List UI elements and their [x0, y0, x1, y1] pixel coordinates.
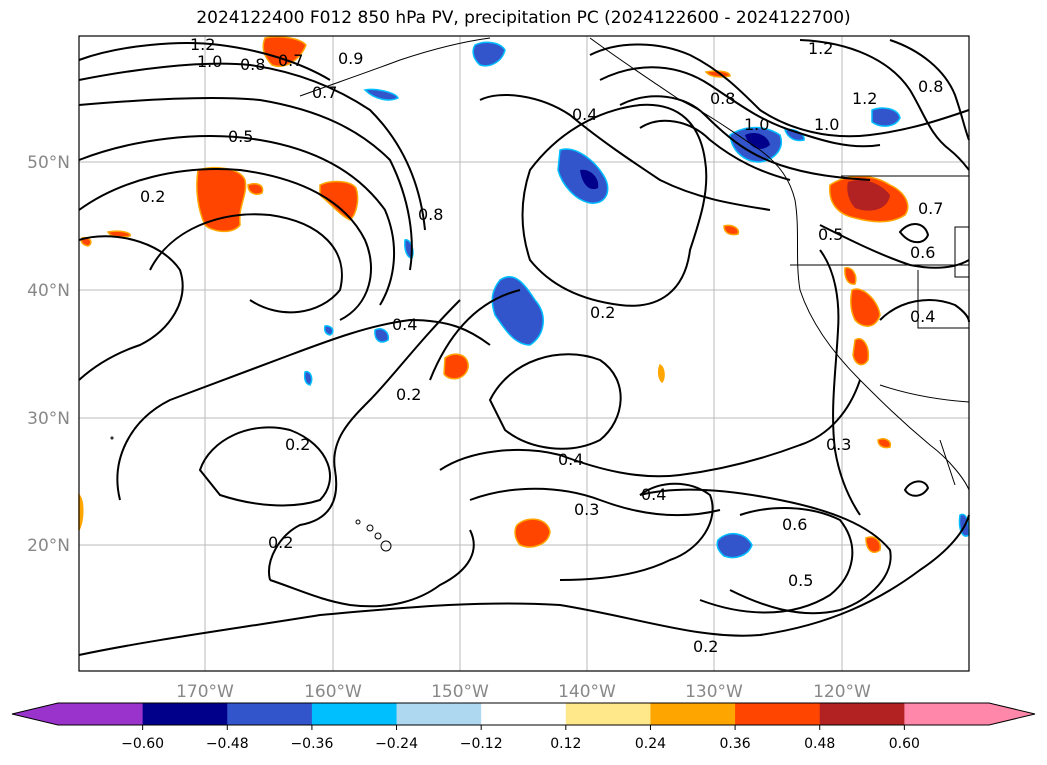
gridlines: [79, 36, 969, 671]
lon-tick-label: 170°W: [176, 682, 234, 702]
colorbar-segment: [565, 703, 651, 725]
colorbar-tick-label: 0.48: [804, 736, 835, 752]
lon-tick-label: 120°W: [813, 682, 871, 702]
colorbar-tick-label: −0.12: [460, 736, 503, 752]
colorbar-tick-label: 0.36: [720, 736, 751, 752]
colorbar-tick-label: −0.36: [290, 736, 333, 752]
contour-label: 0.8: [240, 55, 265, 74]
contour-label: 0.7: [278, 51, 303, 70]
contour-label: 0.8: [418, 205, 443, 224]
contour-label: 0.4: [572, 105, 597, 124]
contour-label: 0.2: [140, 187, 165, 206]
contour-label: 0.5: [228, 127, 253, 146]
contour-label: 0.2: [396, 385, 421, 404]
contour-label: 1.2: [852, 89, 877, 108]
lat-tick-label: 20°N: [27, 536, 70, 556]
colorbar-tick-label: −0.24: [375, 736, 418, 752]
colorbar-extend-right: [989, 703, 1035, 725]
contour-label: 0.9: [338, 49, 363, 68]
colorbar-tick-label: 0.60: [889, 736, 920, 752]
contour-label: 0.2: [268, 533, 293, 552]
contour-label: 0.7: [312, 83, 337, 102]
colorbar-segment: [819, 703, 905, 725]
colorbar-segment: [650, 703, 736, 725]
colorbar-tick-label: 0.24: [635, 736, 666, 752]
colorbar-segment: [481, 703, 567, 725]
contour-label: 0.2: [590, 303, 615, 322]
lat-tick-label: 30°N: [27, 409, 70, 429]
contour-label: 0.3: [574, 500, 599, 519]
colorbar-segment: [735, 703, 821, 725]
map-area: 1.2 1.0 0.8 0.7 0.9 0.7 0.5 0.2 0.8 0.4 …: [78, 35, 970, 672]
contour-label: 1.0: [197, 52, 222, 71]
colorbar-tick-label: 0.12: [550, 736, 581, 752]
contour-label: 1.2: [190, 35, 215, 54]
lon-tick-label: 130°W: [685, 682, 743, 702]
contour-label: 0.5: [788, 571, 813, 590]
contour-label: 0.8: [918, 77, 943, 96]
map-frame: [78, 35, 970, 672]
lon-tick-label: 160°W: [304, 682, 362, 702]
lat-tick-label: 40°N: [27, 281, 70, 301]
colorbar-extend-left: [12, 703, 58, 725]
colorbar-segment: [311, 703, 398, 725]
lon-tick-label: 150°W: [431, 682, 489, 702]
colorbar-segment: [904, 703, 990, 725]
contour-label: 1.0: [814, 115, 839, 134]
precip-negative-areas: [303, 41, 970, 559]
contour-label: 0.4: [910, 307, 935, 326]
contour-label: 0.4: [392, 315, 417, 334]
contour-label: 0.2: [693, 637, 718, 656]
contour-label: 0.4: [641, 485, 666, 504]
contour-label: 0.8: [710, 89, 735, 108]
colorbar-segment: [227, 703, 313, 725]
contour-label: 1.0: [744, 115, 769, 134]
contour-label: 0.2: [285, 435, 310, 454]
latitude-labels: 50°N 40°N 30°N 20°N: [27, 153, 70, 556]
contour-label: 0.6: [782, 515, 807, 534]
contour-label: 0.6: [910, 243, 935, 262]
precip-positive-areas: [78, 36, 909, 553]
longitude-labels: 170°W 160°W 150°W 140°W 130°W 120°W: [176, 682, 871, 702]
colorbar-segment: [142, 703, 228, 725]
contour-label: 0.4: [558, 450, 583, 469]
contour-label: 0.7: [918, 199, 943, 218]
contour-label: 0.3: [826, 435, 851, 454]
pv-contours: [78, 39, 970, 656]
lon-tick-label: 140°W: [558, 682, 616, 702]
map-title: 2024122400 F012 850 hPa PV, precipitatio…: [196, 8, 851, 28]
colorbar-tick-label: −0.48: [206, 736, 249, 752]
colorbar-tick-label: −0.60: [121, 736, 164, 752]
colorbar-segment: [58, 703, 144, 725]
contour-labels: 1.2 1.0 0.8 0.7 0.9 0.7 0.5 0.2 0.8 0.4 …: [140, 35, 943, 656]
lat-tick-label: 50°N: [27, 153, 70, 173]
colorbar: −0.60 −0.48 −0.36 −0.24 −0.12 0.12 0.24 0.36 0.4…: [11, 702, 1036, 752]
colorbar-segment: [396, 703, 482, 725]
contour-label: 0.5: [818, 225, 843, 244]
contour-label: 1.2: [808, 39, 833, 58]
